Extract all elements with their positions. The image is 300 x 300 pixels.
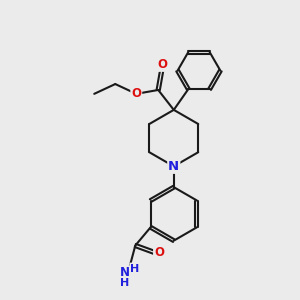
Text: O: O bbox=[157, 58, 167, 71]
Text: H: H bbox=[130, 263, 140, 274]
Text: O: O bbox=[154, 246, 164, 259]
Text: N: N bbox=[168, 160, 179, 173]
Text: O: O bbox=[131, 87, 141, 100]
Text: N: N bbox=[120, 266, 130, 280]
Text: H: H bbox=[121, 278, 130, 288]
